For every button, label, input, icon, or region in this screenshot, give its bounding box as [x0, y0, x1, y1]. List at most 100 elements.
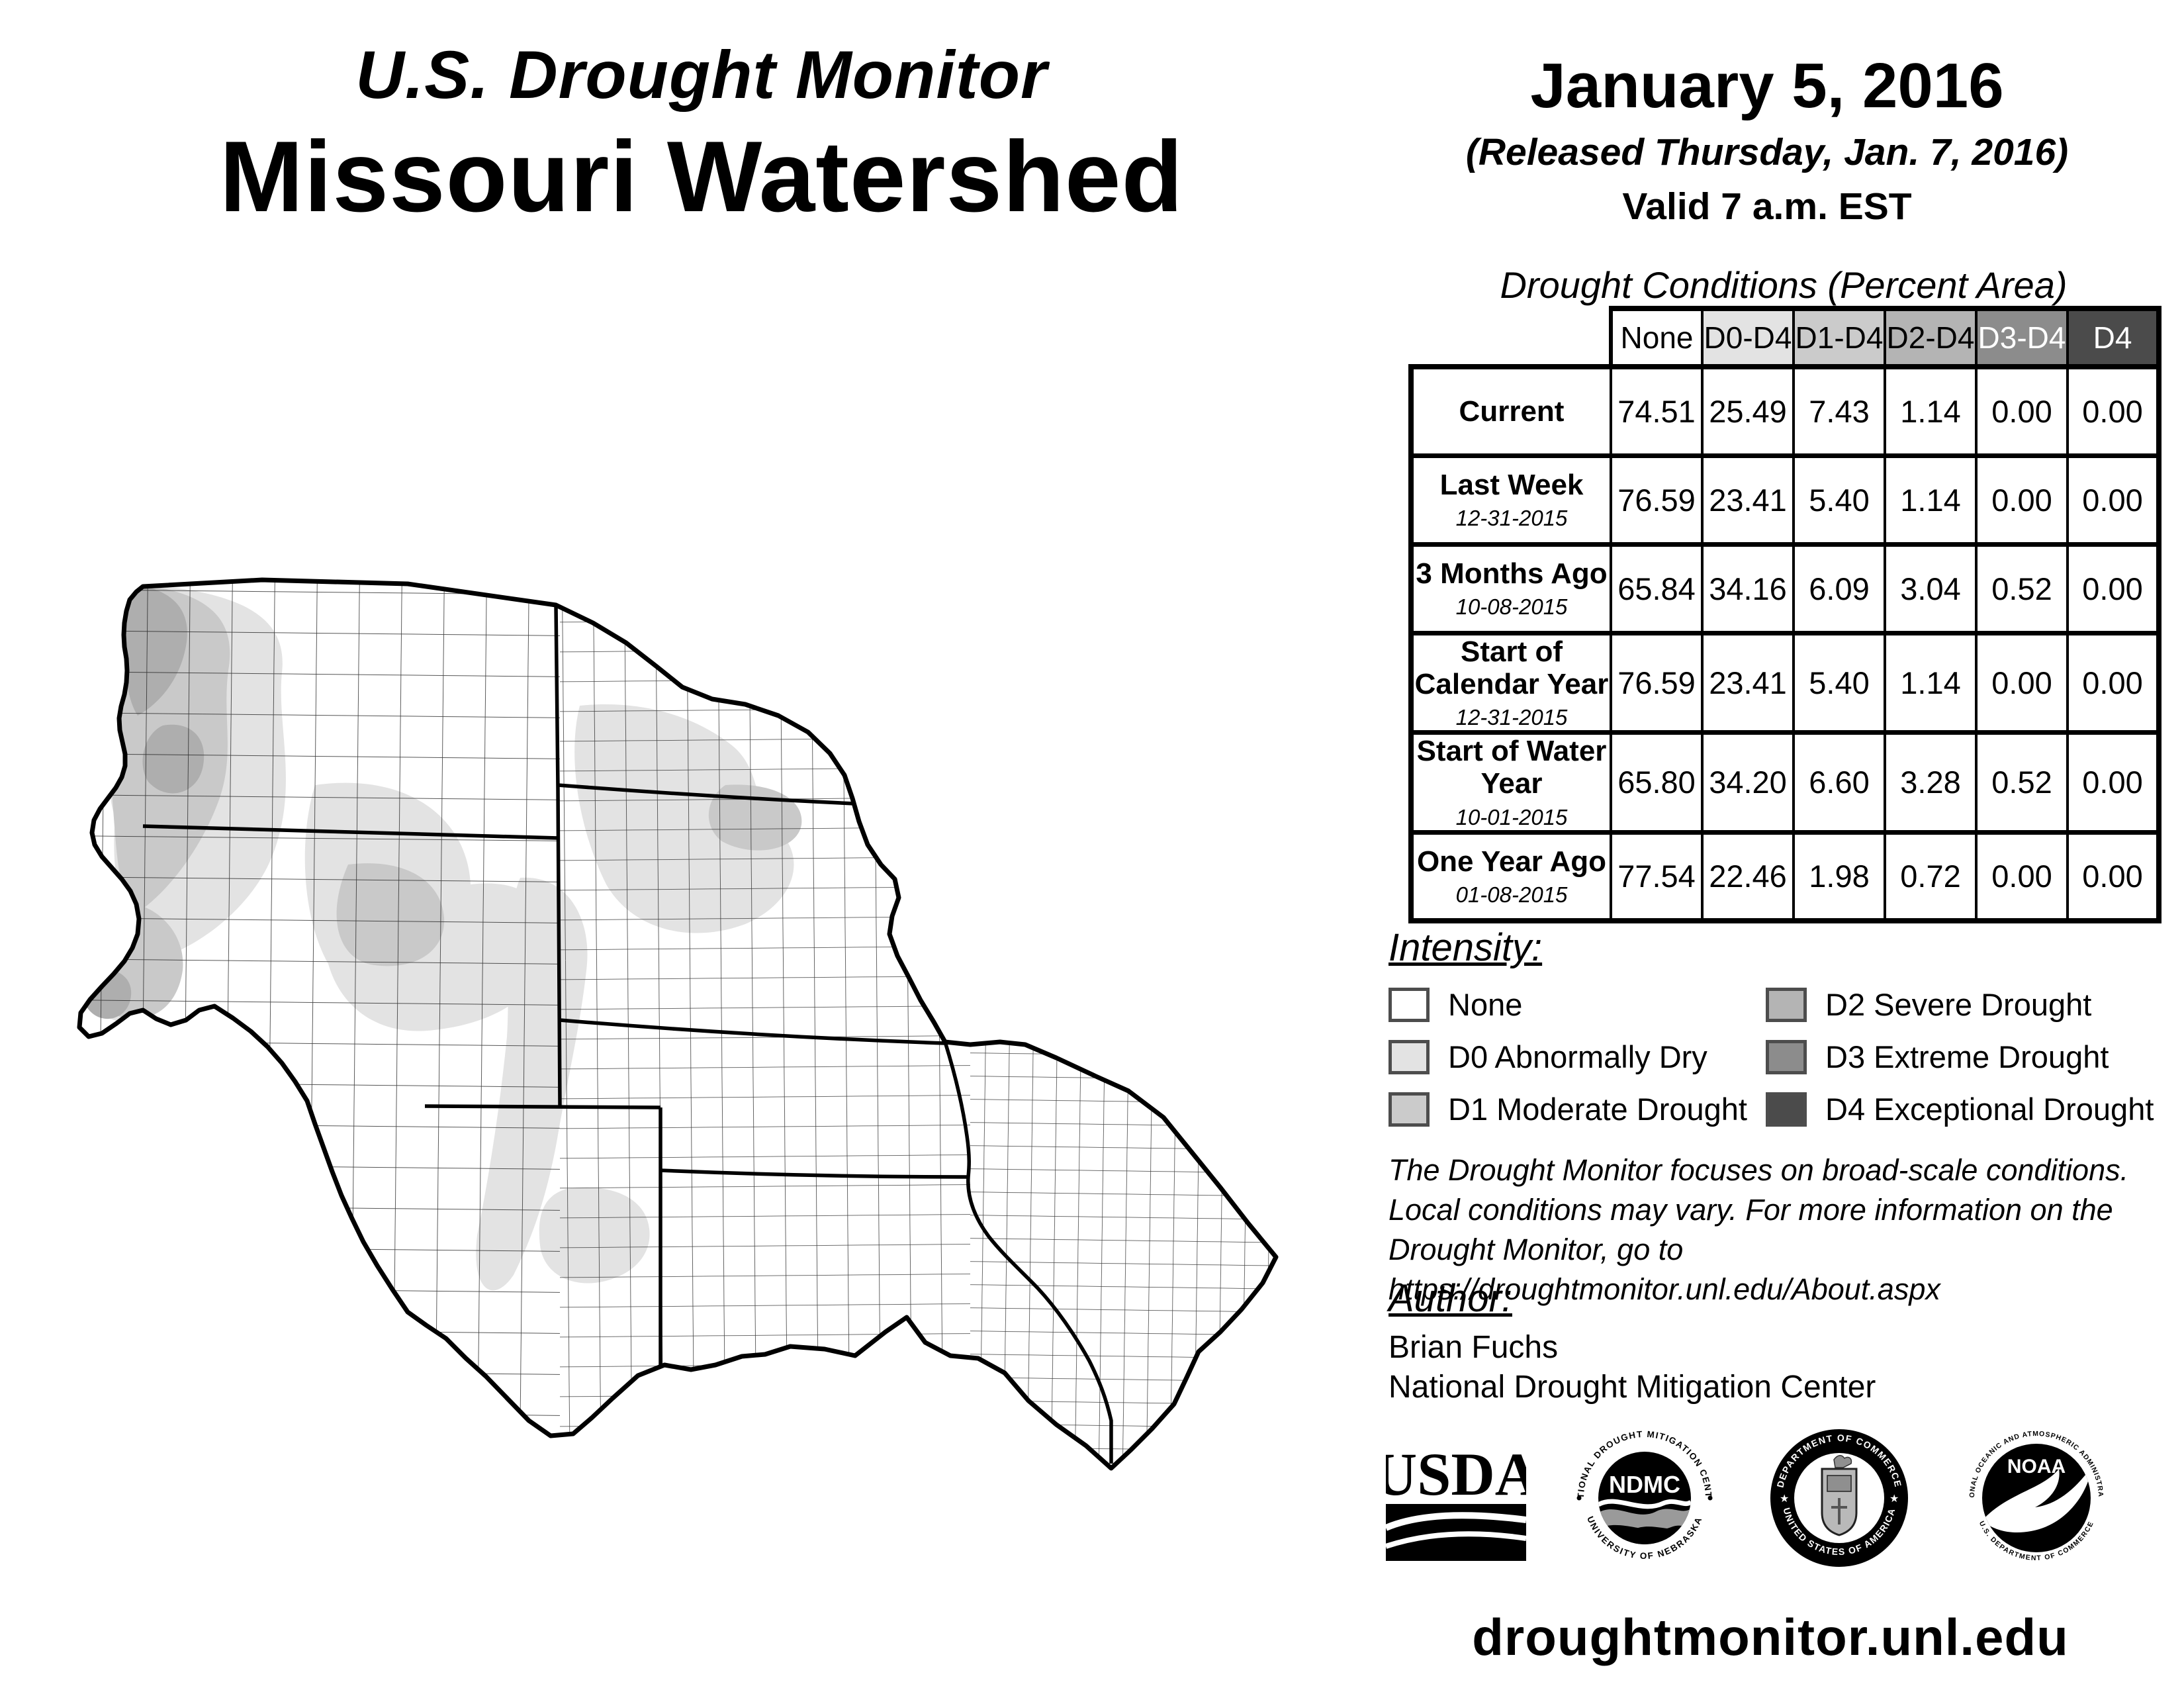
legend-item-d1: D1 Moderate Drought: [1388, 1083, 1766, 1135]
date-block: January 5, 2016 (Released Thursday, Jan.…: [1403, 50, 2131, 228]
row-label-start-water-year: Start of Water Year 10-01-2015: [1408, 730, 1612, 835]
legend-item-d0: D0 Abnormally Dry: [1388, 1031, 1766, 1083]
noaa-logo-text: NOAA: [2007, 1456, 2066, 1477]
commerce-shield-ship-icon: [1827, 1475, 1852, 1492]
value-cell: 76.59: [1610, 453, 1704, 547]
value-cell: 1.14: [1884, 364, 1978, 458]
value-cell: 34.16: [1701, 541, 1795, 635]
table-row: 3 Months Ago 10-08-2015 65.84 34.16 6.09…: [1408, 541, 2161, 635]
value-cell: 0.00: [2066, 541, 2161, 635]
noaa-seagull-icon: [1982, 1466, 2091, 1532]
column-header-d4: D4: [2066, 306, 2161, 369]
ndmc-logo: NATIONAL DROUGHT MITIGATION CENTER UNIVE…: [1576, 1429, 1713, 1561]
value-cell: 0.72: [1884, 829, 1978, 924]
commerce-ring-star: ★: [1780, 1493, 1789, 1505]
column-header-d0d4: D0-D4: [1701, 306, 1795, 369]
table-header-row: None D0-D4 D1-D4 D2-D4 D3-D4 D4: [1411, 306, 2161, 369]
legend-swatch-d3: [1766, 1039, 1807, 1074]
legend-swatch-d0: [1388, 1039, 1430, 1074]
legend-item-d4: D4 Exceptional Drought: [1766, 1083, 2166, 1135]
value-cell: 3.28: [1884, 730, 1978, 835]
table-row: Start of Calendar Year 12-31-2015 76.59 …: [1408, 630, 2161, 735]
row-label-date: 01-08-2015: [1455, 882, 1568, 907]
row-label-current: Current: [1408, 364, 1612, 458]
table-row: One Year Ago 01-08-2015 77.54 22.46 1.98…: [1408, 829, 2161, 924]
author-organization: National Drought Mitigation Center: [1388, 1370, 1876, 1405]
legend-label: D2 Severe Drought: [1825, 987, 2092, 1022]
row-label-3-months-ago: 3 Months Ago 10-08-2015: [1408, 541, 1612, 635]
release-date: (Released Thursday, Jan. 7, 2016): [1465, 131, 2069, 173]
legend-item-d3: D3 Extreme Drought: [1766, 1031, 2166, 1083]
commerce-eagle-icon: [1833, 1455, 1852, 1468]
legend-label: D4 Exceptional Drought: [1825, 1092, 2154, 1127]
valid-time: Valid 7 a.m. EST: [1622, 185, 1912, 228]
value-cell: 1.14: [1884, 453, 1978, 547]
legend-label: None: [1448, 987, 1523, 1022]
value-cell: 65.80: [1610, 730, 1704, 835]
value-cell: 65.84: [1610, 541, 1704, 635]
disclaimer-line: The Drought Monitor focuses on broad-sca…: [1388, 1153, 2129, 1187]
usda-logo: USDA: [1386, 1440, 1526, 1561]
value-cell: 6.09: [1792, 541, 1886, 635]
state-border-wy-co: [424, 1104, 661, 1109]
legend-swatch-d2: [1766, 987, 1807, 1022]
state-borders: [142, 604, 1113, 1464]
ndmc-logo-text: NDMC: [1609, 1471, 1680, 1498]
usda-swoosh-icon: [1386, 1531, 1526, 1549]
row-label-text: Last Week: [1439, 468, 1584, 501]
commerce-seal-logo: DEPARTMENT OF COMMERCE UNITED STATES OF …: [1770, 1429, 1908, 1567]
state-border-sd-ne: [559, 1018, 946, 1045]
conditions-table: None D0-D4 D1-D4 D2-D4 D3-D4 D4 Current …: [1408, 306, 2161, 924]
legend-item-none: None: [1388, 978, 1766, 1031]
title-block: U.S. Drought Monitor Missouri Watershed: [99, 36, 1304, 235]
value-cell: 76.59: [1610, 630, 1704, 735]
report-title: U.S. Drought Monitor: [355, 37, 1048, 113]
legend-label: D3 Extreme Drought: [1825, 1039, 2109, 1074]
region-title: Missouri Watershed: [219, 120, 1184, 233]
value-cell: 34.20: [1701, 730, 1795, 835]
disclaimer-text: The Drought Monitor focuses on broad-sca…: [1388, 1150, 2169, 1309]
value-cell: 0.00: [1975, 364, 2069, 458]
row-label-date: 12-31-2015: [1455, 705, 1568, 730]
value-cell: 23.41: [1701, 453, 1795, 547]
column-header-d2d4: D2-D4: [1884, 306, 1978, 369]
noaa-logo: NATIONAL OCEANIC AND ATMOSPHERIC ADMINIS…: [1968, 1430, 2104, 1562]
value-cell: 0.00: [2066, 364, 2161, 458]
county-boundaries: [79, 580, 1276, 1468]
table-corner-cell: [1411, 308, 1611, 367]
value-cell: 5.40: [1792, 630, 1886, 735]
state-border-missouri-river: [943, 1041, 1113, 1464]
row-label-text: Current: [1459, 395, 1565, 428]
row-label-last-week: Last Week 12-31-2015: [1408, 453, 1612, 547]
legend-label: D0 Abnormally Dry: [1448, 1039, 1707, 1074]
disclaimer-line: Drought Monitor, go to https://droughtmo…: [1388, 1232, 1940, 1306]
value-cell: 0.00: [1975, 630, 2069, 735]
usda-logo-text: USDA: [1386, 1440, 1526, 1508]
table-row: Current 74.51 25.49 7.43 1.14 0.00 0.00: [1408, 364, 2161, 458]
footer-url: droughtmonitor.unl.edu: [1472, 1608, 2069, 1666]
row-label-one-year-ago: One Year Ago 01-08-2015: [1408, 829, 1612, 924]
value-cell: 1.98: [1792, 829, 1886, 924]
value-cell: 1.14: [1884, 630, 1978, 735]
usda-swoosh-icon: [1386, 1512, 1526, 1531]
column-header-d1d4: D1-D4: [1792, 306, 1886, 369]
value-cell: 0.00: [2066, 829, 2161, 924]
value-cell: 0.00: [2066, 730, 2161, 835]
legend-swatch-d4: [1766, 1092, 1807, 1127]
value-cell: 0.00: [1975, 453, 2069, 547]
author-title: Author:: [1388, 1277, 1512, 1320]
state-border-nd-sd: [557, 783, 855, 806]
state-border-mt-dakotas: [554, 604, 562, 1107]
value-cell: 22.46: [1701, 829, 1795, 924]
value-cell: 5.40: [1792, 453, 1886, 547]
author-name: Brian Fuchs: [1388, 1330, 1559, 1365]
drought-map: [64, 507, 1366, 1487]
ndmc-wave-line-icon: [1598, 1499, 1691, 1509]
value-cell: 0.00: [1975, 829, 2069, 924]
row-label-date: 10-01-2015: [1455, 804, 1568, 829]
legend-swatch-none: [1388, 987, 1430, 1022]
value-cell: 0.00: [2066, 453, 2161, 547]
ndmc-ring-dot: [1576, 1495, 1582, 1501]
legend-swatch-d1: [1388, 1092, 1430, 1127]
column-header-d3d4: D3-D4: [1975, 306, 2069, 369]
